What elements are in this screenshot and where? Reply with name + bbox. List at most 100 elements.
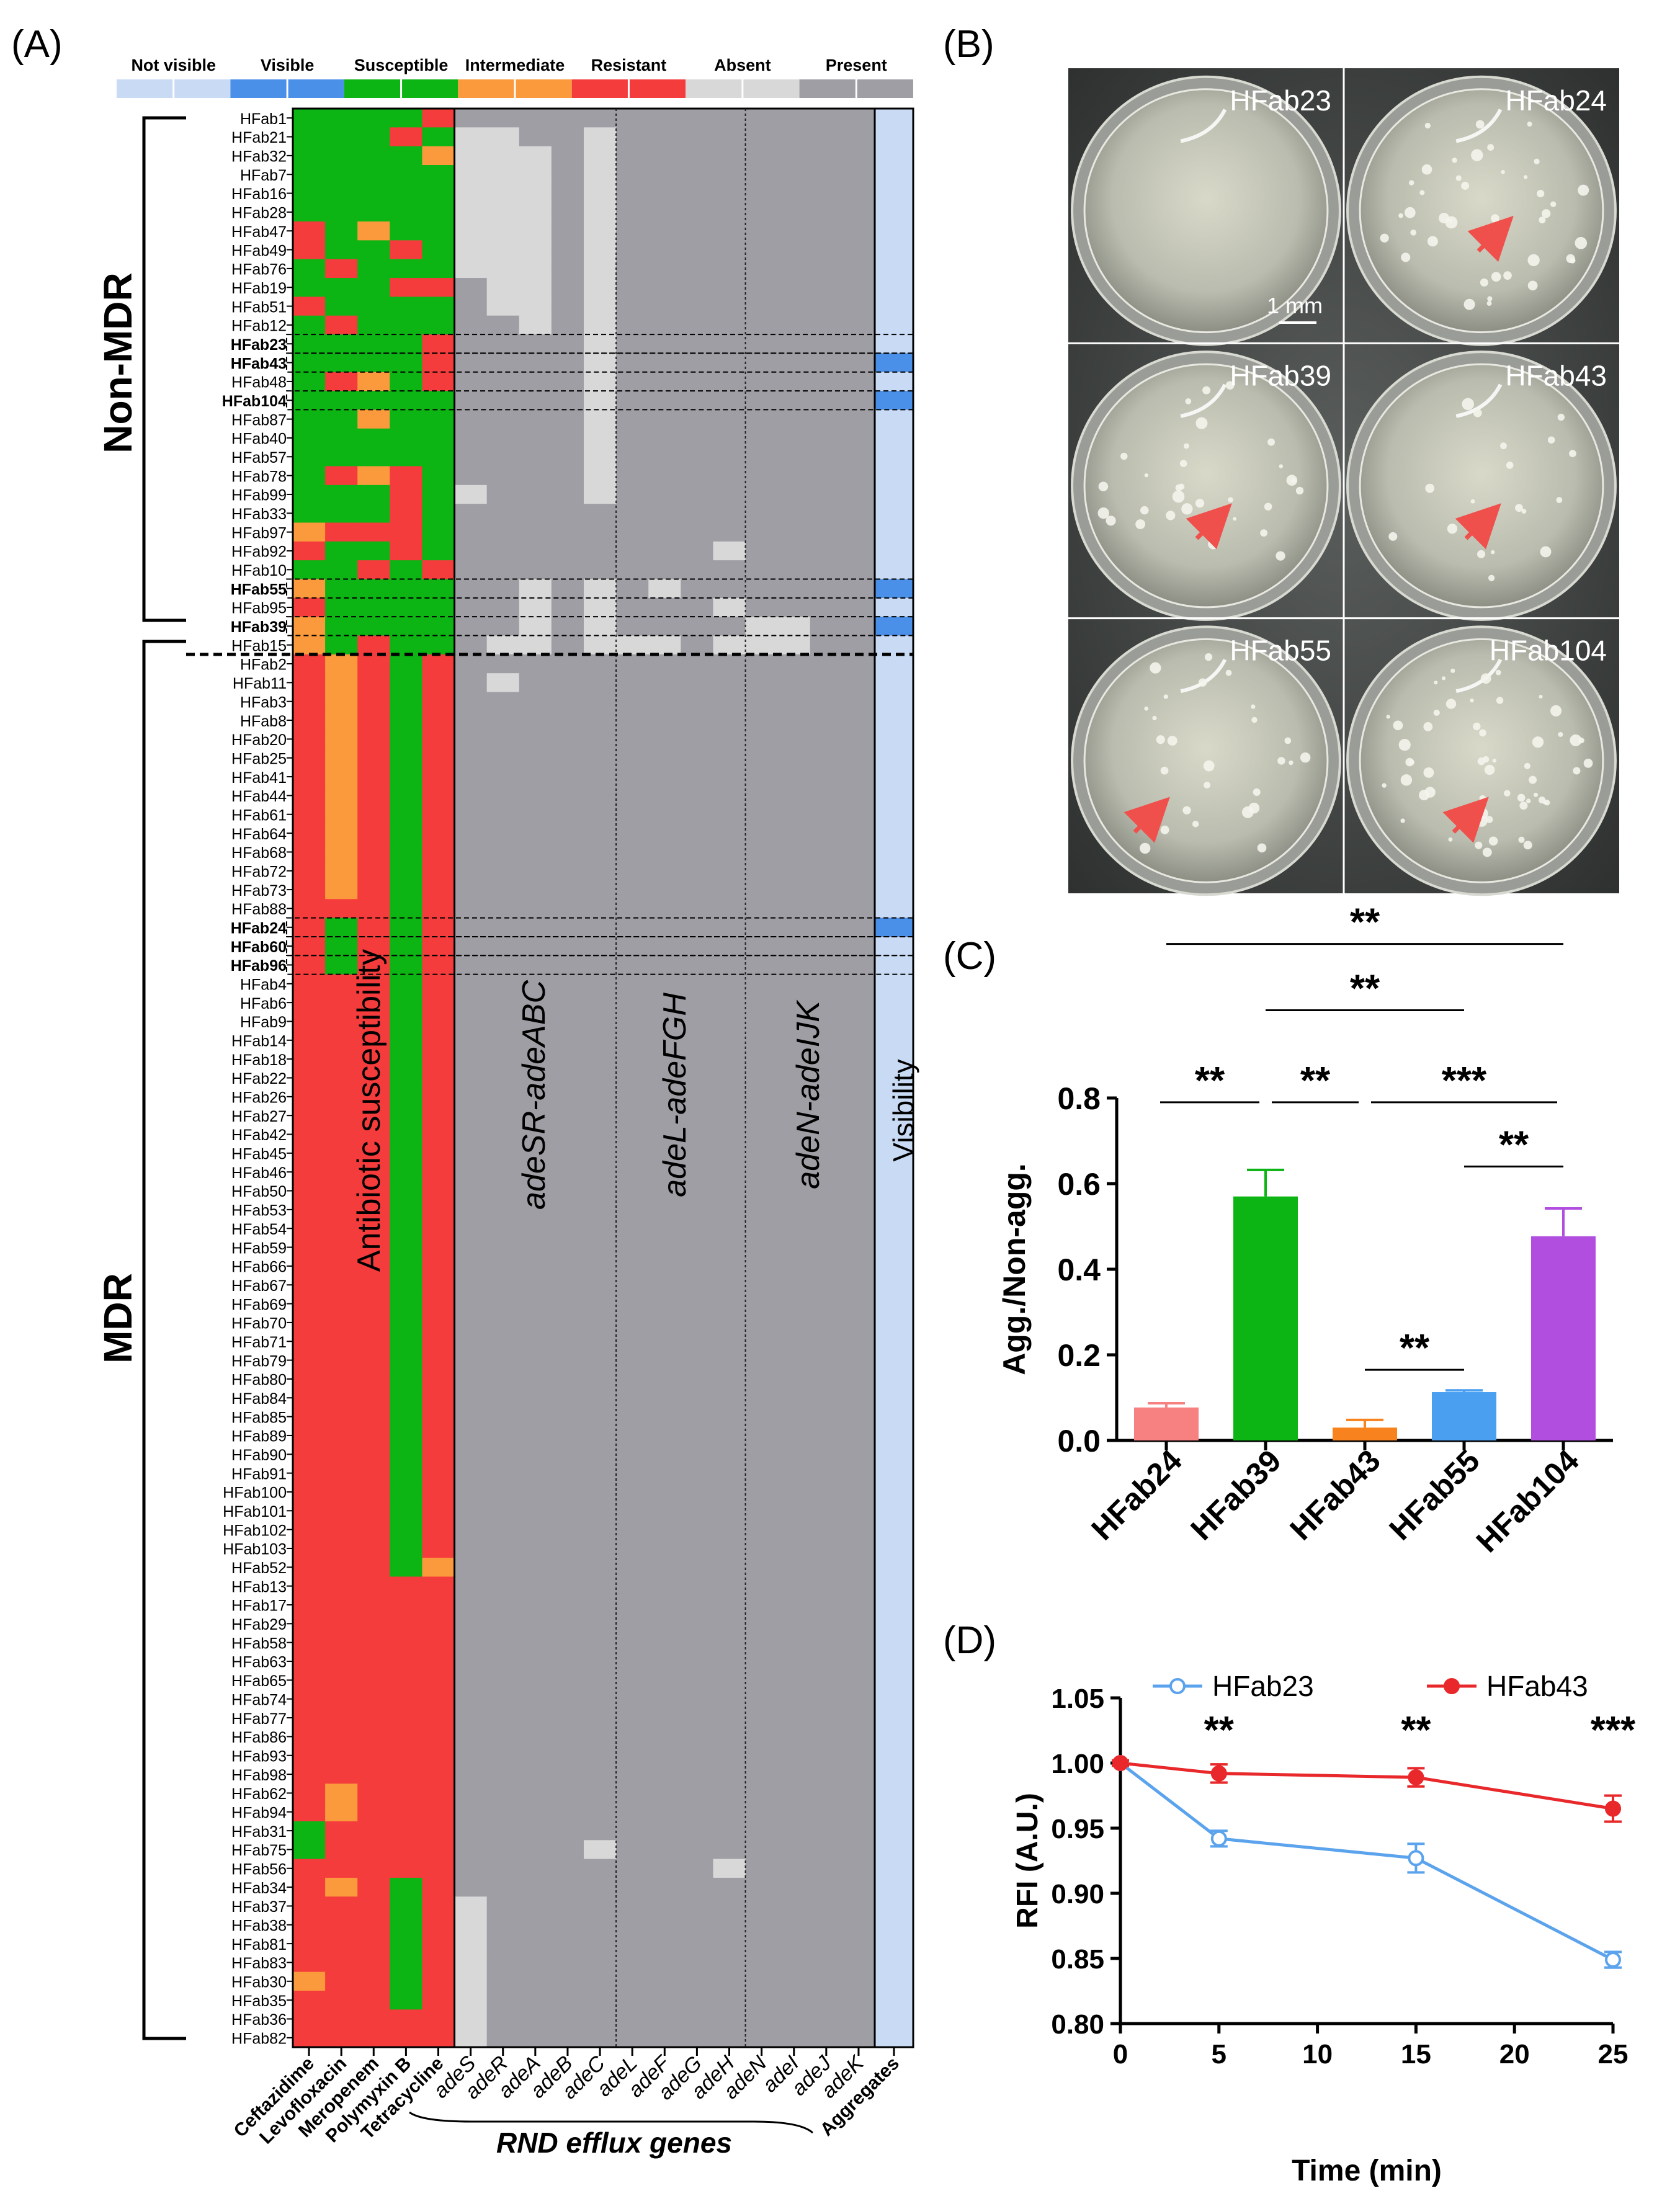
heatmap-cell — [713, 1746, 746, 1766]
heatmap-cell — [648, 146, 681, 166]
heatmap-cell — [777, 560, 811, 580]
heatmap-cell — [293, 1915, 326, 1935]
heatmap-cell — [875, 466, 914, 486]
heatmap-cell — [357, 1143, 390, 1163]
heatmap-cell — [551, 1953, 584, 1973]
heatmap-cell — [648, 899, 681, 919]
heatmap-cell — [681, 1501, 714, 1521]
bar — [1333, 1427, 1397, 1440]
heatmap-cell — [616, 1200, 649, 1220]
heatmap-cell — [293, 1614, 326, 1634]
heatmap-cell — [810, 936, 843, 956]
heatmap-cell — [842, 1877, 875, 1897]
heatmap-cell — [325, 767, 358, 787]
heatmap-cell — [519, 1802, 552, 1822]
heatmap-cell — [584, 259, 617, 279]
heatmap-cell — [842, 1106, 875, 1125]
heatmap-cell — [777, 654, 811, 674]
aggregate-particle — [1228, 497, 1233, 502]
heatmap-cell — [551, 240, 584, 260]
heatmap-cell — [519, 936, 552, 956]
heatmap-cell — [810, 409, 843, 429]
heatmap-cell — [875, 409, 914, 429]
heatmap-cell — [681, 165, 714, 184]
heatmap-cell — [486, 184, 520, 203]
heatmap-cell — [486, 221, 520, 241]
heatmap-cell — [325, 597, 358, 617]
heatmap-cell — [616, 842, 649, 862]
heatmap-cell — [422, 730, 455, 749]
heatmap-cell — [454, 993, 488, 1012]
heatmap-cell — [616, 1859, 649, 1878]
aggregate-particle — [1233, 517, 1237, 521]
heatmap-cell — [551, 748, 584, 768]
aggregate-particle — [1448, 837, 1453, 842]
heatmap-cell — [293, 484, 326, 504]
heatmap-cell — [584, 541, 617, 561]
heatmap-cell — [422, 297, 455, 316]
heatmap-cell — [325, 1388, 358, 1408]
heatmap-cell — [584, 805, 617, 824]
heatmap-cell — [810, 654, 843, 674]
aggregate-particle — [1462, 398, 1475, 411]
heatmap-cell — [681, 1633, 714, 1653]
heatmap-cell — [486, 297, 520, 316]
heatmap-cell — [584, 447, 617, 467]
heatmap-cell — [777, 673, 811, 693]
heatmap-cell — [454, 1445, 488, 1465]
heatmap-cell — [875, 1426, 914, 1445]
heatmap-row-label: HFab71 — [231, 1334, 287, 1351]
heatmap-cell — [293, 1689, 326, 1709]
heatmap-cell — [616, 1332, 649, 1352]
heatmap-cell — [875, 1030, 914, 1050]
heatmap-cell — [681, 1576, 714, 1596]
aggregate-particle — [1175, 484, 1182, 491]
x-tick-label: 20 — [1499, 2039, 1530, 2069]
heatmap-cell — [519, 1125, 552, 1145]
heatmap-cell — [390, 1275, 423, 1295]
heatmap-cell — [293, 522, 326, 542]
heatmap-cell — [616, 334, 649, 354]
heatmap-cell — [551, 1614, 584, 1634]
heatmap-cell — [293, 541, 326, 561]
heatmap-cell — [357, 259, 390, 279]
heatmap-cell — [584, 315, 617, 335]
heatmap-cell — [875, 221, 914, 241]
heatmap-cell — [422, 673, 455, 693]
heatmap-cell — [390, 109, 423, 128]
heatmap-cell — [519, 1671, 552, 1690]
heatmap-cell — [486, 1877, 520, 1897]
heatmap-cell — [681, 1595, 714, 1615]
heatmap-cell — [648, 409, 681, 429]
y-axis-label: RFI (A.U.) — [1011, 1793, 1044, 1929]
heatmap-cell — [519, 974, 552, 994]
heatmap-cell — [551, 466, 584, 486]
heatmap-cell — [713, 1163, 746, 1182]
heatmap-row-label: HFab23 — [231, 336, 287, 354]
heatmap-cell — [422, 259, 455, 279]
heatmap-row-label: HFab77 — [231, 1710, 287, 1728]
heatmap-cell — [616, 1369, 649, 1389]
heatmap-cell — [713, 692, 746, 712]
heatmap-cell — [293, 974, 326, 994]
heatmap-cell — [357, 1708, 390, 1728]
heatmap-cell — [486, 1764, 520, 1784]
heatmap-cell — [842, 767, 875, 787]
heatmap-cell — [551, 1294, 584, 1314]
heatmap-cell — [293, 1953, 326, 1973]
heatmap-cell — [551, 1482, 584, 1502]
heatmap-cell — [713, 1501, 746, 1521]
panel-label-a: (A) — [11, 23, 63, 66]
heatmap-cell — [422, 842, 455, 862]
heatmap-cell — [745, 1294, 779, 1314]
heatmap-cell — [745, 334, 779, 354]
heatmap-cell — [681, 1426, 714, 1445]
aggregate-particle — [1475, 815, 1488, 827]
heatmap-cell — [745, 221, 779, 241]
heatmap-cell — [810, 617, 843, 636]
heatmap-cell — [551, 109, 584, 128]
heatmap-cell — [810, 447, 843, 467]
aggregate-particle — [1542, 209, 1551, 218]
aggregate-particle — [1251, 717, 1258, 723]
heatmap-cell — [422, 165, 455, 184]
